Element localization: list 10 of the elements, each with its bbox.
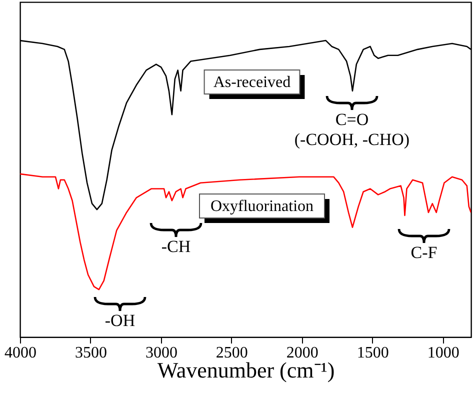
annotation: -OH (104, 311, 136, 330)
annotation: -CH (161, 237, 191, 256)
annotation: C-F (410, 243, 438, 262)
series-label: As-received (213, 74, 291, 91)
x-tick-label: 1500 (356, 344, 389, 362)
x-tick-label: 4000 (4, 344, 36, 362)
series-label: Oxyfluorination (210, 198, 314, 215)
x-tick-label: 3500 (74, 344, 107, 362)
annotation: C=O (-COOH, -CHO) (294, 110, 410, 149)
x-tick-label: 1000 (427, 344, 460, 362)
